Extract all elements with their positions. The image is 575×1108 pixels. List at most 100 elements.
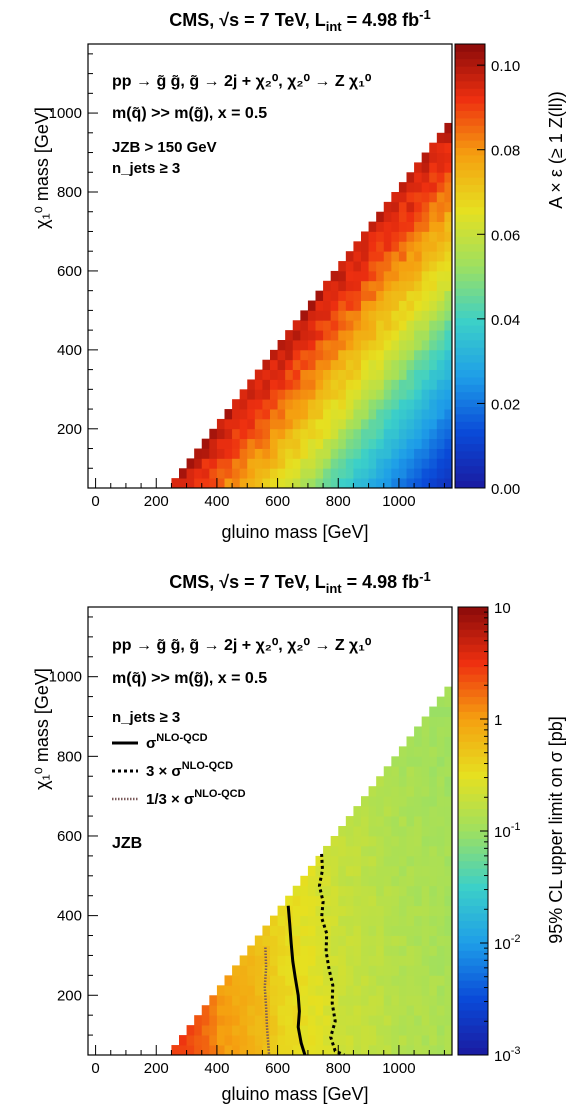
heatmap-cell — [292, 1015, 301, 1026]
heatmap-cell — [270, 399, 278, 410]
heatmap-cell — [323, 379, 332, 390]
heatmap-cell — [239, 965, 248, 976]
heatmap-cell — [300, 369, 309, 380]
heatmap-cell — [383, 340, 392, 351]
njets-annotation: n_jets ≥ 3 — [112, 709, 180, 726]
heatmap-cell — [383, 320, 392, 331]
heatmap-cell — [383, 945, 392, 956]
heatmap-cell — [383, 270, 392, 282]
heatmap-cell — [338, 935, 347, 946]
heatmap-cell — [201, 1025, 210, 1036]
heatmap-cell — [429, 359, 438, 370]
heatmap-cell — [429, 736, 438, 747]
heatmap-cell — [300, 458, 309, 469]
heatmap-cell — [398, 211, 407, 222]
y-axis-label: χ₁⁰ mass [GeV] — [32, 668, 52, 790]
heatmap-cell — [436, 995, 445, 1006]
heatmap-cell — [307, 330, 316, 341]
heatmap-cell — [414, 241, 423, 252]
plot-frame — [87, 43, 453, 489]
heatmap-cell — [247, 1015, 256, 1026]
heatmap-cell — [292, 448, 301, 459]
heatmap-cell — [315, 349, 324, 361]
heatmap-cell — [436, 399, 445, 410]
heatmap-cell — [444, 716, 452, 727]
heatmap-cell — [436, 905, 445, 917]
color-scale-band — [458, 987, 488, 996]
heatmap-cell — [398, 865, 407, 877]
heatmap-cell — [376, 985, 385, 996]
color-scale-band — [455, 169, 485, 178]
heatmap-cell — [224, 409, 233, 420]
heatmap-cell — [444, 330, 452, 341]
heatmap-cell — [239, 1015, 248, 1026]
heatmap-cell — [398, 1015, 407, 1026]
heatmap-cell — [383, 935, 392, 946]
heatmap-cell — [345, 955, 354, 966]
heatmap-cell — [239, 478, 248, 488]
heatmap-cell — [429, 766, 438, 777]
heatmap-cell — [444, 132, 452, 144]
heatmap-cell — [224, 428, 233, 440]
heatmap-cell — [323, 1005, 332, 1016]
color-scale-band — [455, 199, 485, 208]
heatmap-cell — [421, 955, 430, 966]
color-scale — [458, 607, 488, 1056]
heatmap-cell — [421, 359, 430, 370]
heatmap-cell — [391, 875, 400, 887]
color-scale-band — [458, 1040, 488, 1048]
color-scale — [455, 44, 485, 489]
heatmap-cell — [429, 915, 438, 926]
heatmap-cell — [361, 1005, 369, 1016]
heatmap-cell — [436, 468, 445, 479]
heatmap-cell — [406, 211, 415, 222]
heatmap-cell — [414, 806, 423, 817]
heatmap-cell — [383, 816, 392, 827]
heatmap-cell — [391, 211, 400, 222]
heatmap-cell — [254, 995, 263, 1006]
heatmap-cell — [444, 796, 452, 807]
heatmap-cell — [247, 1045, 256, 1055]
color-scale-band — [455, 155, 485, 163]
heatmap-cell — [307, 935, 316, 946]
heatmap-cell — [444, 201, 452, 213]
heatmap-cell — [376, 448, 385, 459]
heatmap-cell — [224, 1025, 233, 1036]
heatmap-cell — [292, 895, 301, 907]
color-scale-band — [458, 621, 488, 630]
heatmap-cell — [247, 1005, 256, 1016]
heatmap-cell — [429, 726, 438, 737]
color-scale-band — [458, 778, 488, 787]
heatmap-cell — [315, 1025, 324, 1036]
mass-hierarchy-annotation: m(q̃) >> m(g̃), x = 0.5 — [112, 670, 267, 687]
heatmap-cell — [398, 1035, 407, 1046]
heatmap-cell — [338, 359, 347, 370]
heatmap-cell — [414, 162, 423, 173]
heatmap-cell — [429, 389, 438, 400]
heatmap-cell — [421, 152, 430, 163]
heatmap-cell — [254, 985, 263, 996]
color-scale-band — [458, 1032, 488, 1041]
heatmap-cell — [391, 915, 400, 926]
heatmap-cell — [361, 300, 369, 311]
heatmap-cell — [285, 330, 294, 341]
color-scale-band — [455, 369, 485, 378]
color-scale-band — [455, 162, 485, 171]
heatmap-cell — [398, 935, 407, 946]
heatmap-cell — [292, 885, 301, 897]
heatmap-cell — [444, 696, 452, 707]
heatmap-cell — [247, 428, 256, 440]
heatmap-cell — [376, 399, 385, 410]
heatmap-cell — [414, 418, 423, 430]
heatmap-cell — [330, 845, 339, 857]
heatmap-cell — [368, 865, 377, 877]
heatmap-cell — [315, 330, 324, 341]
heatmap-cell — [179, 468, 187, 479]
heatmap-cell — [391, 756, 400, 767]
heatmap-cell — [383, 925, 392, 936]
heatmap-cell — [406, 251, 415, 262]
heatmap-cell — [391, 826, 400, 837]
heatmap-cell — [315, 1005, 324, 1016]
color-scale-band — [455, 391, 485, 400]
color-scale-band — [455, 443, 485, 452]
